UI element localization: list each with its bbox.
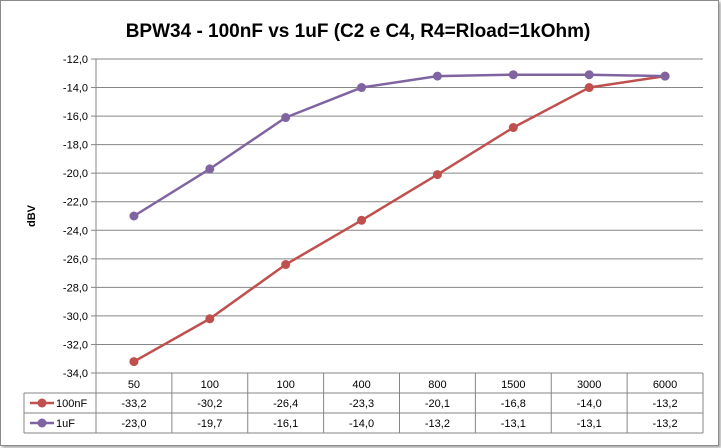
data-label: -26,4 [273, 398, 298, 410]
y-tick-label: -28,0 [63, 282, 88, 294]
data-point-1uF [357, 83, 367, 93]
x-tick-label: 1500 [501, 379, 525, 391]
data-point-100nF [205, 314, 215, 324]
data-label: -30,2 [197, 398, 222, 410]
y-tick-label: -26,0 [63, 254, 88, 266]
data-point-100nF [129, 357, 139, 367]
data-label: -13,2 [653, 398, 678, 410]
x-tick-label: 3000 [577, 379, 601, 391]
data-point-1uF [660, 71, 670, 81]
data-label: -33,2 [121, 398, 146, 410]
data-point-1uF [432, 71, 442, 81]
data-label: -23,3 [349, 398, 374, 410]
gridlines [96, 58, 703, 374]
y-tick-label: -14,0 [63, 83, 88, 95]
x-tick-label: 400 [352, 379, 370, 391]
legend-marker [37, 418, 47, 428]
data-label: -16,8 [501, 398, 526, 410]
data-point-1uF [129, 211, 139, 221]
data-label: -16,1 [273, 418, 298, 430]
data-label: -23,0 [121, 418, 146, 430]
legend-label: 100nF [56, 398, 87, 410]
data-point-1uF [281, 113, 291, 123]
data-label: -14,0 [577, 398, 602, 410]
data-point-100nF [508, 123, 518, 133]
y-tick-label: -24,0 [63, 225, 88, 237]
series-lines [129, 70, 670, 367]
y-tick-label: -32,0 [63, 339, 88, 351]
x-tick-label: 100 [201, 379, 219, 391]
data-point-100nF [357, 215, 367, 225]
y-tick-label: -16,0 [63, 111, 88, 123]
y-tick-label: -20,0 [63, 168, 88, 180]
y-tick-label: -34,0 [63, 368, 88, 380]
chart-title: BPW34 - 100nF vs 1uF (C2 e C4, R4=Rload=… [126, 21, 591, 42]
legend-label: 1uF [56, 418, 75, 430]
y-axis-ticks: -12,0 -14,0 -16,0 -18,0 -20,0 -22,0 -24,0 -26,0… [63, 54, 96, 380]
x-tick-label: 6000 [653, 379, 677, 391]
data-point-100nF [584, 83, 594, 93]
data-label: -13,1 [577, 418, 602, 430]
data-point-100nF [281, 260, 291, 270]
data-label: -14,0 [349, 418, 374, 430]
data-table: 50 100 100 400 800 1500 3000 6000 100nF -33,2 -30,… [23, 372, 704, 434]
legend-marker [37, 398, 47, 408]
data-label: -20,1 [425, 398, 450, 410]
y-axis-label: dBV [26, 204, 38, 227]
x-tick-label: 100 [277, 379, 295, 391]
data-point-1uF [584, 70, 594, 80]
x-tick-label: 800 [428, 379, 446, 391]
series-line-1uF [133, 73, 666, 218]
data-label: -13,1 [501, 418, 526, 430]
data-point-1uF [508, 70, 518, 80]
y-tick-label: -18,0 [63, 140, 88, 152]
y-tick-label: -30,0 [63, 311, 88, 323]
y-tick-label: -22,0 [63, 197, 88, 209]
data-label: -13,2 [653, 418, 678, 430]
data-label: -19,7 [197, 418, 222, 430]
series-line-100nF [133, 74, 666, 363]
data-label: -13,2 [425, 418, 450, 430]
data-point-100nF [432, 170, 442, 180]
x-tick-label: 50 [128, 379, 140, 391]
y-tick-label: -12,0 [63, 54, 88, 66]
data-point-1uF [205, 164, 215, 174]
